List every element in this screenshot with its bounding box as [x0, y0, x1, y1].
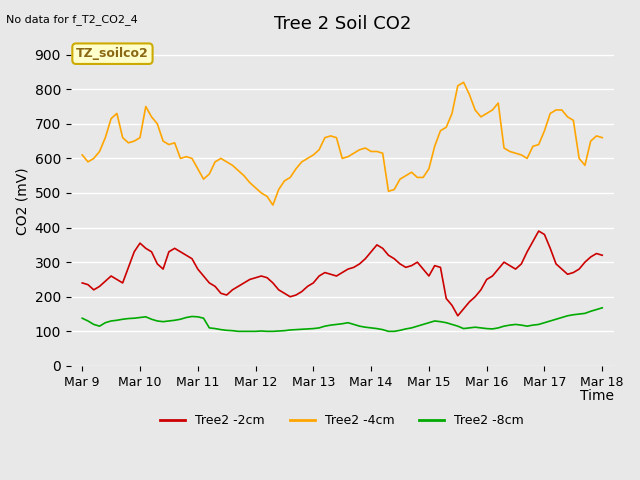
Title: Tree 2 Soil CO2: Tree 2 Soil CO2	[273, 15, 411, 33]
Tree2 -4cm	[142, 104, 150, 109]
Tree2 -4cm	[269, 202, 276, 208]
Tree2 -2cm	[535, 228, 543, 234]
Tree2 -8cm	[211, 326, 219, 332]
Tree2 -8cm	[200, 315, 207, 321]
Line: Tree2 -2cm: Tree2 -2cm	[82, 231, 602, 316]
Tree2 -2cm	[200, 273, 207, 279]
Tree2 -4cm	[211, 159, 219, 165]
Tree2 -2cm	[454, 313, 461, 319]
Tree2 -4cm	[460, 79, 467, 85]
Text: TZ_soilco2: TZ_soilco2	[76, 47, 149, 60]
X-axis label: Time: Time	[580, 389, 614, 403]
Tree2 -8cm	[587, 309, 595, 314]
Tree2 -4cm	[385, 188, 392, 194]
Tree2 -8cm	[598, 305, 606, 311]
Tree2 -2cm	[142, 245, 150, 251]
Y-axis label: CO2 (mV): CO2 (mV)	[15, 168, 29, 236]
Tree2 -2cm	[211, 284, 219, 289]
Tree2 -8cm	[593, 307, 600, 312]
Tree2 -4cm	[593, 133, 600, 139]
Tree2 -2cm	[598, 252, 606, 258]
Tree2 -4cm	[598, 135, 606, 141]
Tree2 -8cm	[78, 315, 86, 321]
Text: No data for f_T2_CO2_4: No data for f_T2_CO2_4	[6, 14, 138, 25]
Tree2 -2cm	[524, 249, 531, 255]
Tree2 -2cm	[593, 251, 600, 256]
Line: Tree2 -4cm: Tree2 -4cm	[82, 82, 602, 205]
Tree2 -4cm	[200, 176, 207, 182]
Tree2 -8cm	[524, 323, 531, 329]
Tree2 -4cm	[529, 144, 537, 149]
Line: Tree2 -8cm: Tree2 -8cm	[82, 308, 602, 331]
Tree2 -4cm	[78, 152, 86, 158]
Tree2 -8cm	[234, 328, 242, 334]
Tree2 -8cm	[142, 314, 150, 320]
Tree2 -2cm	[379, 245, 387, 251]
Tree2 -2cm	[78, 280, 86, 286]
Legend: Tree2 -2cm, Tree2 -4cm, Tree2 -8cm: Tree2 -2cm, Tree2 -4cm, Tree2 -8cm	[156, 409, 529, 432]
